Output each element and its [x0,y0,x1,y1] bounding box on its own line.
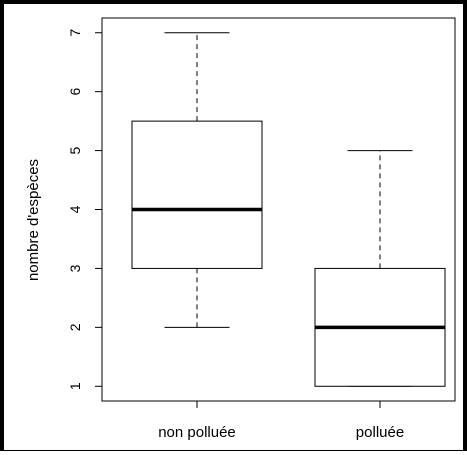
y-tick-label-7: 7 [67,29,83,37]
x-tick-label-non-polluée: non polluée [158,424,236,441]
y-tick-label-5: 5 [67,146,83,154]
boxplot-chart: 1 2 3 4 5 6 7 nombre d'espèces non polluée poll… [25,17,456,441]
boxes [131,32,446,387]
y-axis: 1 2 3 4 5 6 7 [67,29,103,390]
box-polluée [314,150,446,387]
x-tick-label-polluée: polluée [356,424,404,441]
y-tick-label-1: 1 [67,382,83,390]
y-tick-label-4: 4 [67,205,83,213]
y-axis-label: nombre d'espèces [25,159,42,281]
iqr-box [131,120,263,269]
y-tick-label-2: 2 [67,323,83,331]
x-axis: non polluée polluée [158,400,404,441]
y-tick-label-6: 6 [67,88,83,96]
box-non-polluée [131,32,263,328]
y-tick-label-3: 3 [67,264,83,272]
